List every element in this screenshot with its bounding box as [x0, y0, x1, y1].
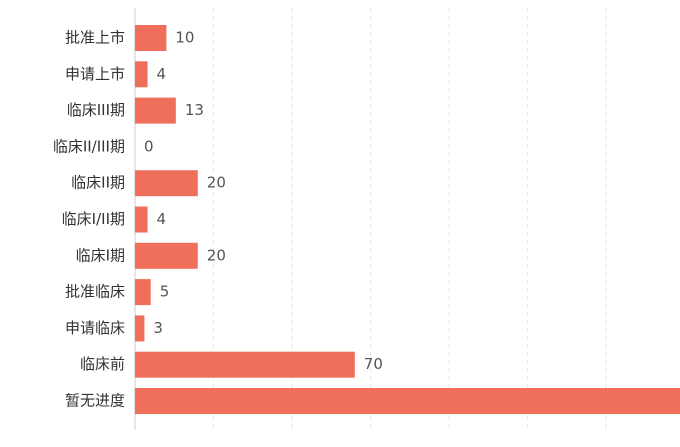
category-label: 临床II期	[71, 174, 125, 192]
bar	[135, 25, 167, 51]
category-label: 暂无进度	[65, 392, 125, 410]
gridlines	[213, 8, 607, 430]
category-label: 临床III期	[67, 101, 125, 119]
data-label: 0	[144, 137, 154, 155]
data-label: 20	[207, 174, 226, 192]
category-label: 临床I/II期	[62, 210, 125, 228]
data-label: 4	[157, 210, 167, 228]
data-label: 3	[153, 319, 163, 337]
data-label: 20	[207, 246, 226, 264]
value-labels: 104130204205370180	[144, 29, 383, 374]
category-label: 临床I期	[76, 246, 125, 264]
category-label: 临床前	[80, 355, 125, 373]
data-label: 70	[364, 355, 383, 373]
bar	[135, 279, 151, 306]
data-label: 13	[185, 101, 204, 119]
data-label: 5	[160, 283, 170, 301]
bar	[135, 170, 198, 197]
category-labels: 批准上市申请上市临床III期临床II/III期临床II期临床I/II期临床I期批…	[53, 29, 125, 410]
category-label: 批准上市	[65, 29, 125, 47]
bar	[135, 388, 680, 414]
category-label: 申请临床	[65, 319, 125, 337]
data-label: 4	[157, 65, 167, 83]
bar	[135, 97, 176, 124]
category-label: 申请上市	[65, 65, 125, 83]
data-label: 10	[175, 29, 194, 47]
bar	[135, 61, 148, 88]
category-label: 批准临床	[65, 283, 125, 301]
bar	[135, 242, 198, 269]
category-label: 临床II/III期	[53, 137, 125, 155]
bar	[135, 315, 145, 342]
bar	[135, 351, 355, 378]
bars	[135, 25, 680, 414]
bar	[135, 206, 148, 233]
